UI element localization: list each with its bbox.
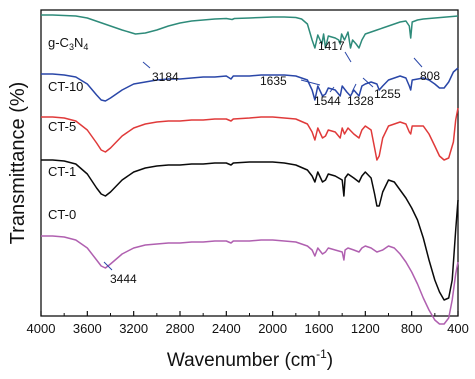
series-line-ct-5 [41, 107, 459, 161]
x-axis-title-main: Wavenumber (cm [167, 350, 316, 371]
arrow-808 [413, 57, 423, 68]
x-tick-label-2800: 2800 [166, 321, 195, 336]
series-lines [41, 14, 459, 325]
x-tick-label-3600: 3600 [73, 321, 102, 336]
arrow-3444 [103, 261, 113, 271]
series-label-g-c3n4-main: g-C [48, 35, 69, 50]
series-label-ct-1: CT-1 [48, 164, 76, 179]
x-tick-label-800: 800 [401, 321, 423, 336]
annotation-1417: 1417 [318, 39, 345, 53]
arrow-1417 [344, 51, 352, 63]
series-line-ct-1 [41, 159, 459, 301]
series-label-ct-5: CT-5 [48, 119, 76, 134]
x-tick-label-3200: 3200 [119, 321, 148, 336]
series-label-g-c3n4-sub1: 3 [69, 42, 74, 52]
arrow-1328 [351, 83, 357, 93]
x-tick-label-2400: 2400 [212, 321, 241, 336]
x-tick-label-4000: 4000 [27, 321, 56, 336]
x-tick-label-1600: 1600 [305, 321, 334, 336]
series-label-ct-0: CT-0 [48, 207, 76, 222]
x-axis-ticks [40, 311, 459, 316]
arrow-1544 [329, 86, 335, 93]
series-label-ct-10: CT-10 [48, 79, 83, 94]
annotation-arrows [103, 51, 423, 271]
series-line-ct-10 [41, 67, 459, 102]
x-axis-title-suffix: ) [327, 350, 333, 371]
x-axis-title-superscript: -1 [316, 347, 327, 361]
series-line-ct-0 [41, 235, 459, 325]
annotation-1544: 1544 [314, 94, 341, 108]
arrow-1255 [362, 77, 374, 88]
series-label-g-c3n4-mid: N [74, 35, 83, 50]
arrow-3184 [142, 61, 151, 69]
annotation-1635: 1635 [260, 74, 287, 88]
x-tick-label-1200: 1200 [351, 321, 380, 336]
arrow-1635 [300, 79, 321, 86]
annotation-1328: 1328 [347, 94, 374, 108]
x-tick-label-2000: 2000 [258, 321, 287, 336]
x-tick-label-400: 400 [447, 321, 469, 336]
plot-frame [40, 9, 459, 317]
annotation-1255: 1255 [374, 87, 401, 101]
series-label-g-c3n4-sub2: 4 [83, 42, 88, 52]
series-label-g-c3n4: g-C3N4 [48, 35, 88, 52]
x-axis-tick-labels: 4000 3600 3200 2800 2400 2000 1600 1200 800 400 [27, 321, 469, 336]
annotation-3444: 3444 [110, 272, 137, 286]
y-axis-title: Transmittance (%) [7, 82, 29, 245]
annotation-808: 808 [420, 69, 440, 83]
series-line-g-c3n4 [41, 14, 459, 49]
annotation-3184: 3184 [152, 70, 179, 84]
x-axis-title: Wavenumber (cm-1) [167, 347, 333, 371]
